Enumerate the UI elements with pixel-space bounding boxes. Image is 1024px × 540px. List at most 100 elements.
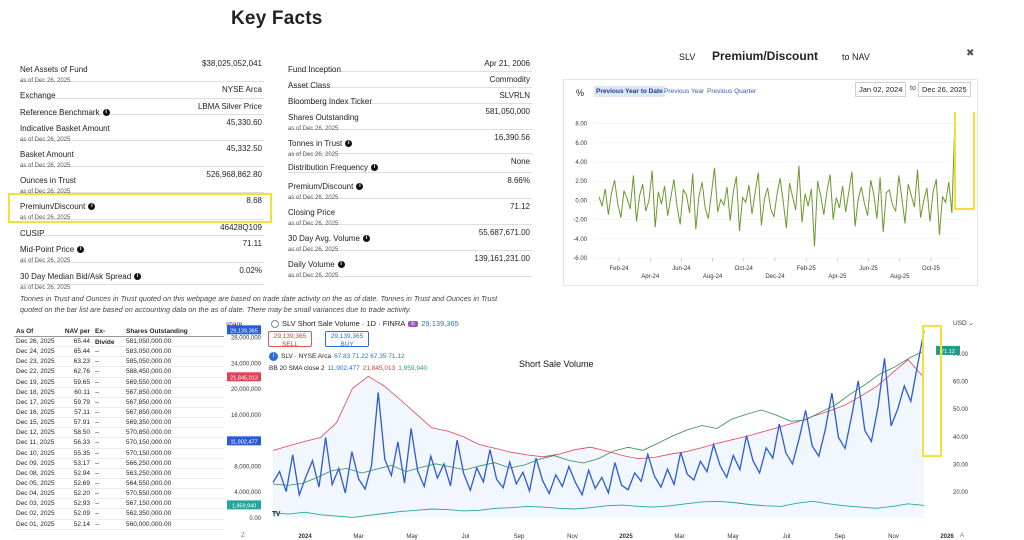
table-cell: 57.91 — [73, 419, 90, 427]
table-cell: -- — [95, 348, 100, 356]
fact-row-indicative-basket-amount: Indicative Basket Amount 45,330.60 as of D… — [20, 115, 264, 143]
fact-label: CUSIP — [20, 229, 44, 238]
x-tick-label: Dec-24 — [765, 274, 785, 280]
table-cell: 55.35 — [73, 449, 90, 457]
table-cell: Dec 05, 2025 — [16, 479, 55, 487]
info-icon[interactable]: i — [371, 164, 379, 171]
date-to-input[interactable]: Dec 26, 2025 — [918, 82, 971, 97]
y-tick-label: 2.00 — [575, 179, 587, 185]
symbol-dot-icon — [271, 319, 279, 328]
upper-band-tag — [227, 372, 261, 382]
table-cell: 63.23 — [73, 358, 90, 366]
table-cell: -- — [95, 429, 100, 437]
fact-row-fund-inception: Fund Inception Apr 21, 2006 — [288, 56, 532, 74]
tab-previous-quarter[interactable]: Previous Quarter — [707, 88, 757, 95]
table-cell: -- — [95, 419, 100, 427]
table-cell: -- — [95, 490, 100, 498]
fact-label-text: CUSIP — [20, 229, 45, 238]
fact-label-text: Basket Amount — [20, 150, 74, 159]
premium-subtitle: to NAV — [842, 52, 870, 62]
y-left-tick-label: 16,000,000 — [231, 413, 262, 419]
table-cell: -- — [95, 459, 100, 467]
buy-button[interactable]: 29,139,365 BUY — [325, 331, 369, 348]
y-tick-label: -4.00 — [573, 237, 587, 243]
info-icon[interactable]: i — [362, 235, 370, 242]
fact-value: 45,332.50 — [226, 144, 262, 153]
col-as-of[interactable]: As Of — [16, 328, 34, 335]
price-legend-name: SLV · NYSE Arca — [281, 353, 332, 360]
table-cell: 57.11 — [74, 408, 90, 416]
info-icon[interactable]: i — [345, 140, 353, 147]
table-row: Dec 02, 2025 52.09 -- 562,350,000.00 — [14, 509, 224, 520]
y-right-tick-label: 30.00 — [953, 462, 969, 468]
mid-band-tag-text: 11,902,477 — [230, 439, 257, 445]
fact-label: 30 Day Median Bid/Ask Spread i — [20, 272, 142, 281]
x-tick-label: Aug-25 — [890, 274, 910, 280]
table-cell: -- — [95, 358, 100, 366]
fact-label: Net Assets of Fund — [20, 65, 88, 74]
col-shares-outstanding[interactable]: Shares Outstanding — [126, 328, 188, 335]
auto-scale-corner[interactable]: A — [960, 533, 965, 539]
table-cell: 52.94 — [73, 469, 90, 477]
table-cell: 567,850,000.00 — [126, 408, 172, 416]
fact-value: Apr 21, 2006 — [484, 59, 530, 68]
fact-value: $38,025,052,041 — [201, 59, 262, 68]
fact-value: 8.66% — [507, 176, 530, 185]
fact-row-ounces-in-trust: Ounces in Trust 526,968,862.80 as of Dec 2… — [20, 167, 264, 195]
table-row: Dec 03, 2025 52.93 -- 567,150,000.00 — [14, 499, 224, 510]
col-nav[interactable]: NAV per — [64, 328, 90, 335]
info-icon[interactable]: i — [337, 261, 345, 268]
fact-row-premium-discount: Premium/Discount i 8.68 as of Dec 26, 2025 — [20, 193, 264, 221]
x-tick-label: Jun-25 — [859, 266, 878, 272]
tab-previous-year-to-date[interactable]: Previous Year to Date — [594, 86, 665, 97]
info-icon[interactable]: i — [134, 273, 142, 280]
table-cell: 569,350,000.00 — [126, 419, 172, 427]
date-from-input[interactable]: Jan 02, 2024 — [855, 82, 907, 97]
short-sale-header-value: 29,139,365 — [421, 319, 459, 328]
table-cell: Dec 26, 2025 — [16, 338, 55, 345]
premium-ticker: SLV — [679, 52, 696, 62]
y-tick-label: 0.00 — [575, 198, 587, 204]
fact-as-of: as of Dec 26, 2025 — [288, 126, 339, 132]
exchange-badge: E — [408, 320, 419, 327]
volume-tag — [227, 325, 261, 335]
table-row: Dec 10, 2025 55.35 -- 570,150,000.00 — [14, 449, 224, 459]
info-icon[interactable]: i — [102, 109, 110, 116]
info-icon[interactable]: i — [356, 183, 364, 190]
short-sale-header-title: SLV Short Sale Volume · 1D · FINRA — [282, 319, 406, 328]
table-cell: -- — [95, 479, 100, 487]
y-right-tick-label: 70.00 — [953, 352, 969, 358]
info-icon[interactable]: i — [77, 246, 85, 253]
fact-as-of: as of Dec 26, 2025 — [20, 189, 71, 195]
timezone-corner[interactable]: Z — [241, 533, 245, 539]
fact-as-of: as of Dec 26, 2025 — [288, 195, 339, 201]
table-cell: 570,850,000.00 — [126, 429, 172, 437]
premium-series-line — [598, 117, 956, 247]
fact-as-of: as of Dec 26, 2025 — [288, 273, 339, 279]
y-tick-label: -2.00 — [573, 218, 587, 224]
fact-as-of: as of Dec 26, 2025 — [288, 221, 339, 227]
sell-button[interactable]: 29,139,365 SELL — [268, 331, 312, 348]
x-tick-label: Aug-24 — [703, 274, 723, 280]
x-tick-label: Apr-25 — [828, 274, 847, 280]
table-cell: 567,850,000.00 — [126, 388, 172, 396]
y-left-tick-label: 0.00 — [249, 516, 261, 522]
currency-selector[interactable]: USD ⌄ — [953, 320, 974, 327]
info-icon[interactable]: i — [88, 203, 96, 210]
table-cell: 588,450,000.00 — [126, 368, 172, 376]
short-sale-title: Short Sale Volume — [519, 359, 594, 369]
price-legend: i SLV · NYSE Arca 67.83 71.22 67.35 71.1… — [269, 352, 405, 361]
buy-label: BUY — [340, 340, 354, 348]
fact-as-of: as of Dec 26, 2025 — [20, 78, 71, 84]
table-cell: 65.44 — [73, 338, 90, 345]
x-tick-label: Jun-24 — [672, 266, 691, 272]
x-tick-label: 2026 — [940, 534, 954, 540]
premium-chart-frame — [563, 79, 978, 286]
close-icon[interactable]: ✖ — [966, 48, 975, 59]
short-volume-line — [272, 330, 925, 498]
col-ex-dividend[interactable]: Ex-Divide — [95, 328, 115, 346]
y-left-tick-label: 28,000,000 — [231, 336, 262, 342]
tab-previous-year[interactable]: Previous Year — [664, 88, 705, 95]
price-legend-ohlc: 67.83 71.22 67.35 71.12 — [334, 353, 405, 360]
table-cell: -- — [95, 388, 100, 396]
